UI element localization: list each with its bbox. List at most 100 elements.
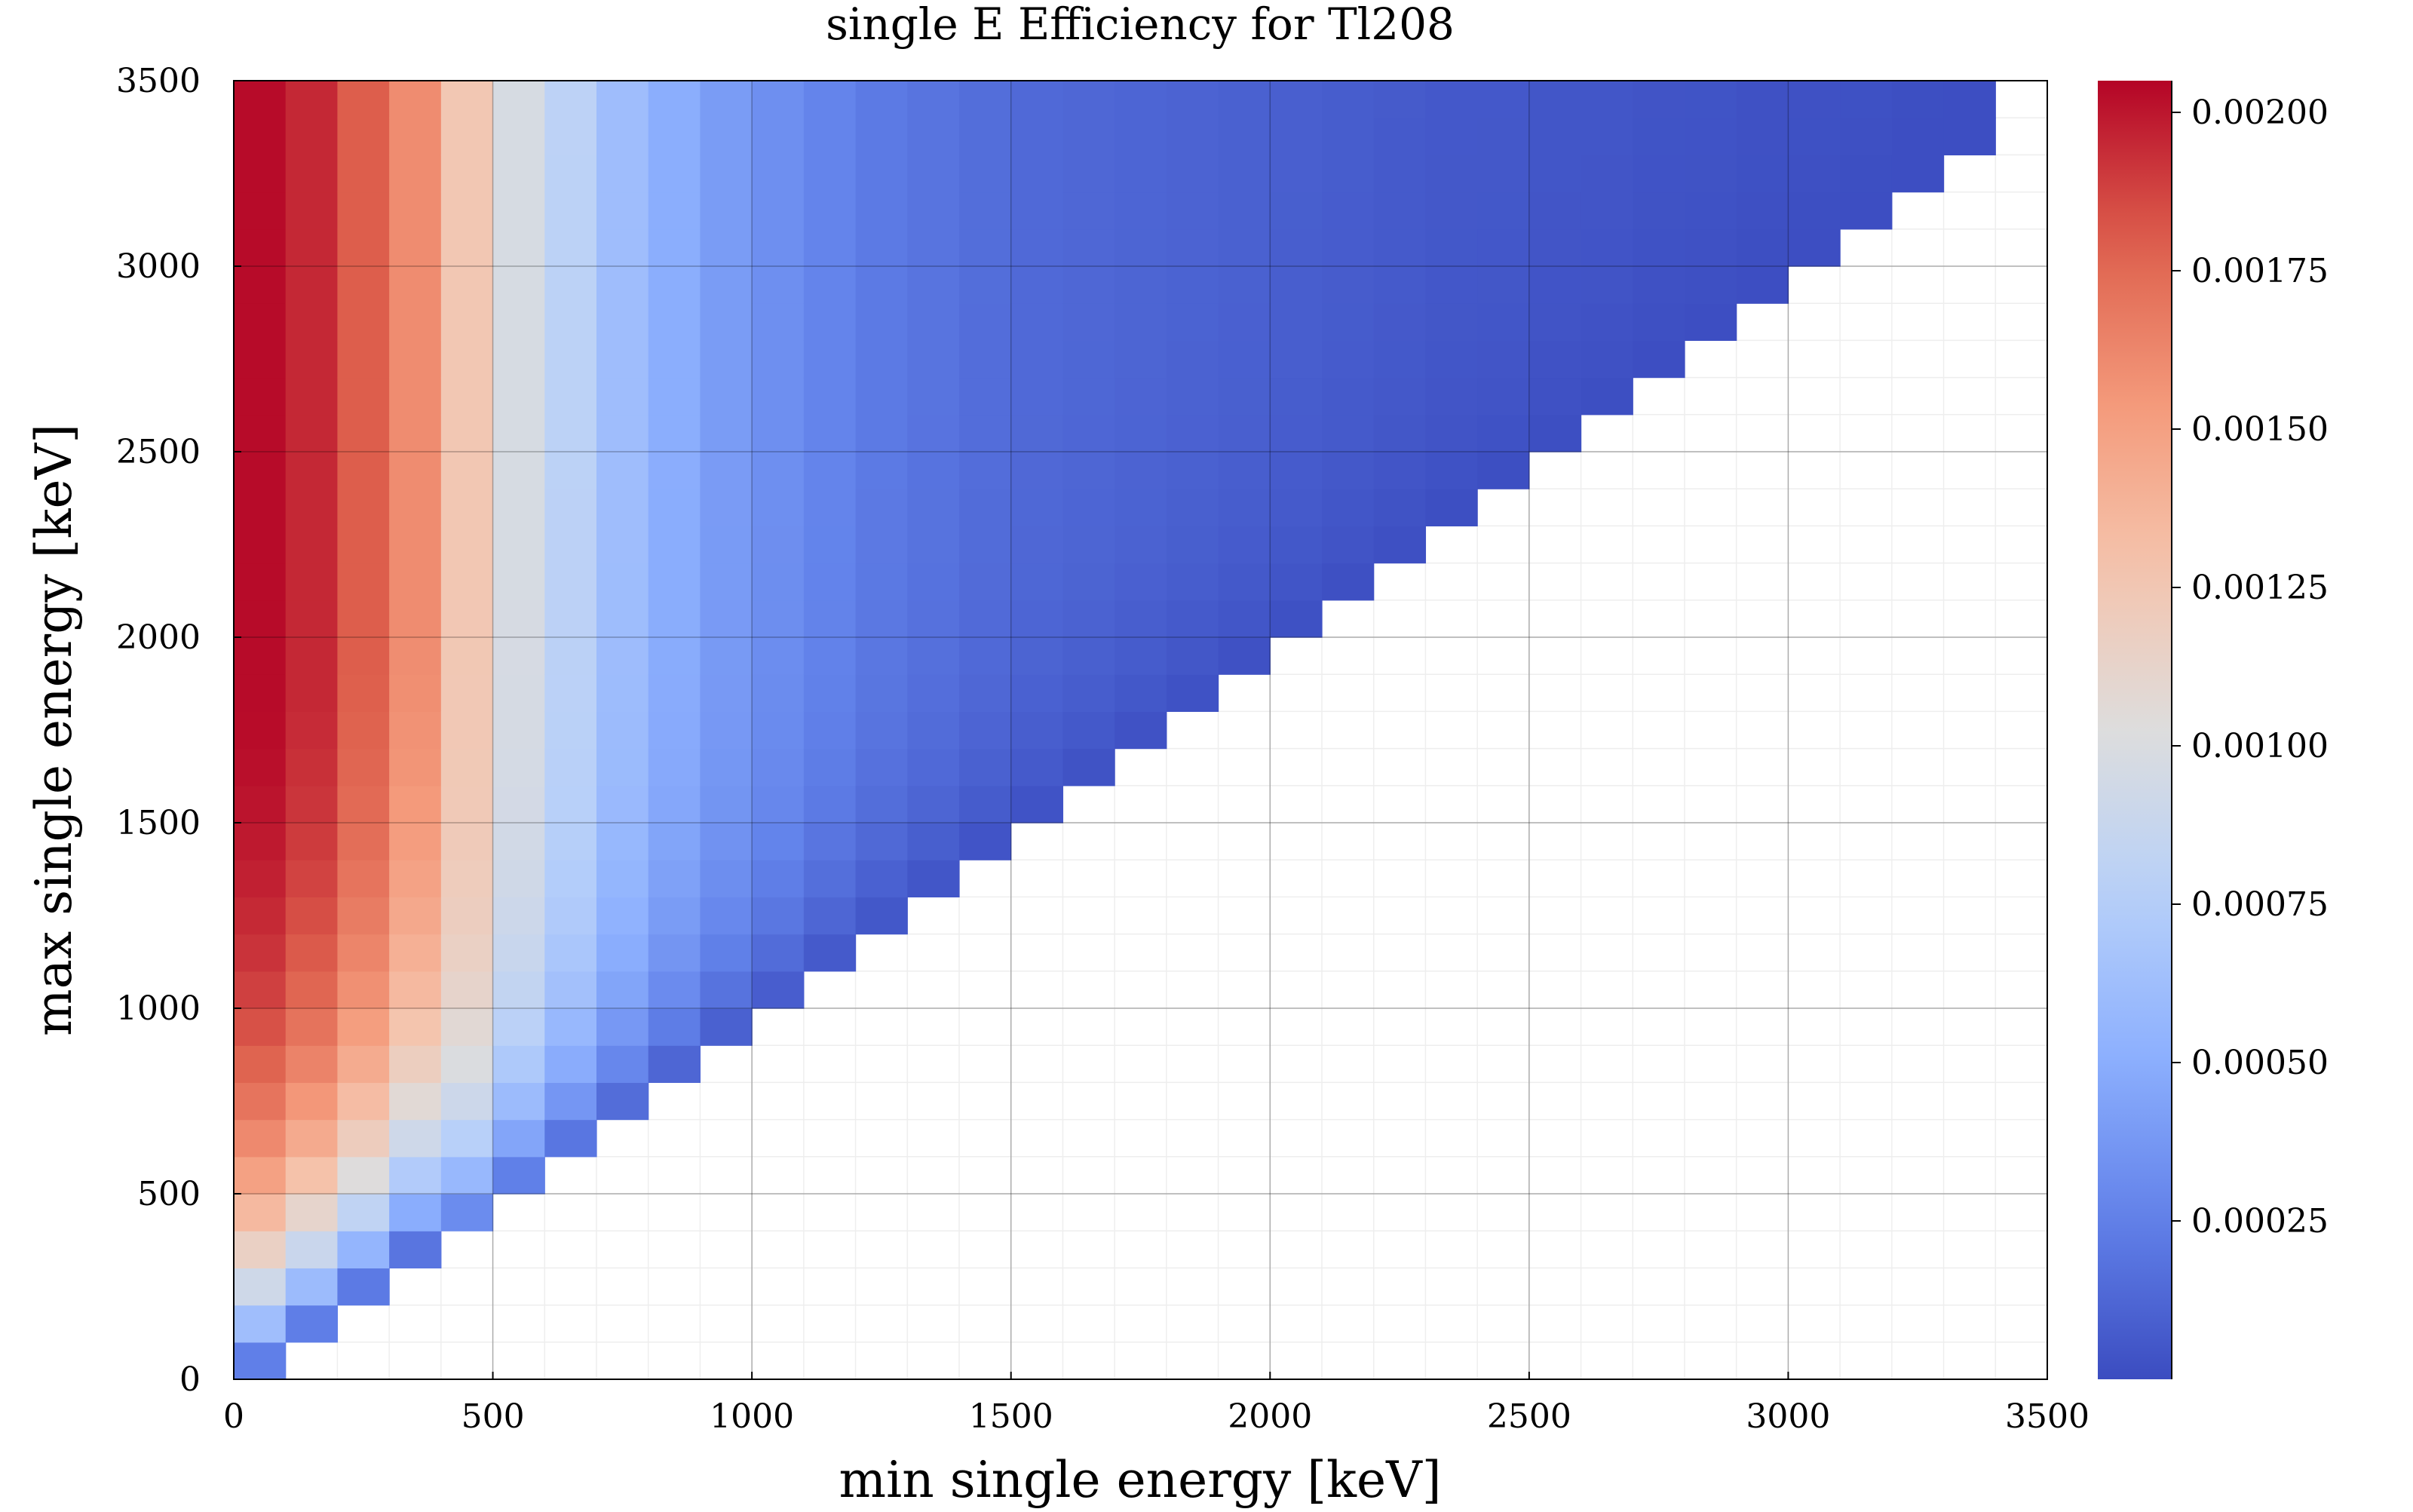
heatmap-cell	[648, 563, 701, 601]
heatmap-cell	[492, 711, 545, 750]
heatmap-cell	[389, 637, 442, 675]
heatmap-cell	[803, 266, 857, 304]
heatmap-cell	[648, 118, 701, 155]
heatmap-cell	[855, 192, 908, 230]
heatmap-cell	[234, 340, 287, 379]
heatmap-cell	[1010, 600, 1064, 638]
heatmap-cell	[700, 452, 753, 489]
heatmap-cell	[959, 452, 1012, 489]
heatmap-cell	[752, 489, 805, 526]
heatmap-cell	[752, 934, 805, 972]
heatmap-cell	[1166, 155, 1219, 193]
heatmap-cell	[648, 452, 701, 489]
heatmap-cell	[440, 971, 494, 1009]
heatmap-cell	[1581, 81, 1633, 118]
heatmap-cell	[1218, 600, 1271, 638]
heatmap-cell	[1010, 81, 1064, 118]
heatmap-cell	[1010, 155, 1064, 193]
heatmap-cell	[234, 1268, 287, 1306]
heatmap-cell	[1373, 414, 1427, 452]
heatmap-cell	[1218, 340, 1271, 379]
heatmap-cell	[959, 377, 1012, 416]
heatmap-cell	[959, 526, 1012, 564]
heatmap-cell	[596, 1082, 649, 1121]
heatmap-cell	[648, 526, 701, 564]
heatmap-cell	[440, 303, 494, 341]
heatmap-cell	[1115, 674, 1167, 712]
heatmap-cell	[337, 637, 390, 675]
heatmap-cell	[440, 563, 494, 601]
heatmap-cell	[855, 414, 908, 452]
heatmap-cell	[440, 897, 494, 935]
heatmap-cell	[1062, 377, 1115, 416]
heatmap-cell	[285, 1082, 339, 1121]
heatmap-cell	[492, 1008, 545, 1046]
heatmap-cell	[1633, 81, 1685, 118]
heatmap-cell	[285, 81, 339, 118]
heatmap-cell	[285, 934, 339, 972]
heatmap-cell	[1166, 489, 1219, 526]
heatmap-cell	[907, 860, 960, 897]
heatmap-cell	[596, 452, 649, 489]
heatmap-cell	[1477, 377, 1530, 416]
heatmap-cell	[440, 934, 494, 972]
heatmap-cell	[1010, 526, 1064, 564]
heatmap-cell	[389, 303, 442, 341]
heatmap-cell	[440, 489, 494, 526]
heatmap-cell	[959, 711, 1012, 750]
heatmap-cell	[389, 452, 442, 489]
heatmap-cell	[492, 377, 545, 416]
heatmap-cell	[959, 228, 1012, 267]
heatmap-cell	[1373, 526, 1427, 564]
heatmap-cell	[803, 748, 857, 787]
heatmap-cell	[1010, 452, 1064, 489]
heatmap-cell	[1322, 192, 1375, 230]
heatmap-cell	[1685, 81, 1737, 118]
heatmap-cell	[1425, 266, 1478, 304]
heatmap-cell	[700, 711, 753, 750]
heatmap-cell	[544, 971, 597, 1009]
heatmap-cell	[648, 897, 701, 935]
heatmap-cell	[1943, 118, 1996, 155]
heatmap-cell	[596, 192, 649, 230]
heatmap-cell	[700, 860, 753, 897]
heatmap-cell	[752, 192, 805, 230]
heatmap-cell	[752, 452, 805, 489]
heatmap-cell	[1581, 377, 1633, 416]
heatmap-cell	[337, 823, 390, 860]
heatmap-cell	[1581, 118, 1633, 155]
heatmap-cell	[440, 81, 494, 118]
heatmap-cell	[389, 748, 442, 787]
heatmap-cell	[1322, 228, 1375, 267]
heatmap-cell	[440, 1008, 494, 1046]
heatmap-cell	[700, 414, 753, 452]
heatmap-cell	[1322, 526, 1375, 564]
heatmap-cell	[1115, 711, 1167, 750]
x-tick-label: 3500	[2005, 1397, 2090, 1436]
heatmap-cell	[1218, 526, 1271, 564]
heatmap-cell	[1218, 228, 1271, 267]
x-tick-label: 2500	[1487, 1397, 1571, 1436]
heatmap-cell	[1477, 192, 1530, 230]
heatmap-cell	[389, 1082, 442, 1121]
heatmap-cell	[752, 785, 805, 823]
y-tick-label: 0	[179, 1360, 201, 1399]
heatmap-cell	[544, 823, 597, 860]
heatmap-cell	[389, 228, 442, 267]
heatmap-cell	[440, 192, 494, 230]
heatmap-cell	[907, 155, 960, 193]
heatmap-cell	[492, 1119, 545, 1158]
heatmap-cell	[1062, 81, 1115, 118]
heatmap-cell	[1270, 340, 1323, 379]
heatmap-cell	[855, 526, 908, 564]
heatmap-cell	[389, 118, 442, 155]
heatmap-cell	[337, 1156, 390, 1195]
heatmap-cell	[337, 489, 390, 526]
y-tick-label: 1000	[116, 989, 201, 1028]
colorbar-tick-label: 0.00150	[2191, 410, 2329, 449]
heatmap-cell	[285, 414, 339, 452]
heatmap-cell	[1477, 228, 1530, 267]
heatmap-cell	[440, 860, 494, 897]
colorbar-tick-label: 0.00050	[2191, 1044, 2329, 1082]
heatmap-cell	[1166, 600, 1219, 638]
